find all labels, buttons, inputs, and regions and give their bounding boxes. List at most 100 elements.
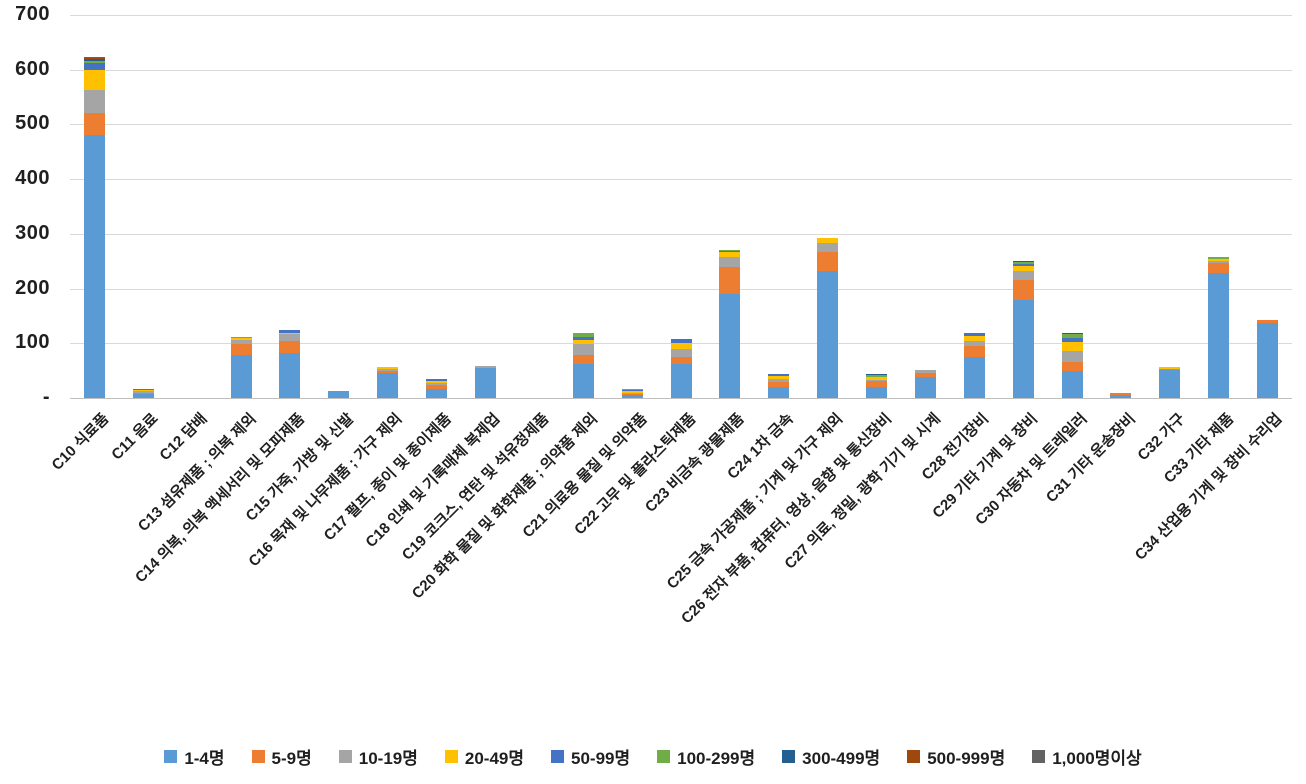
bar-segment-20-49명 — [83, 69, 105, 90]
bar-c28 — [963, 333, 985, 398]
bar-segment-10-19명 — [83, 89, 105, 113]
bar-segment-5-9명 — [866, 381, 888, 387]
bar-segment-5-9명 — [279, 340, 301, 354]
bar-segment-10-19명 — [768, 379, 790, 382]
bar-segment-1-4명 — [132, 393, 154, 398]
bar-c25 — [817, 238, 839, 398]
bar-segment-1-4명 — [768, 386, 790, 398]
y-axis-tick-label: - — [42, 386, 50, 409]
legend-item-100-299명: 100-299명 — [657, 744, 755, 769]
bar-segment-20-49명 — [1061, 341, 1083, 351]
legend-label: 100-299명 — [677, 749, 756, 768]
bar-segment-20-49명 — [1012, 265, 1034, 272]
bar-segment-1-4명 — [572, 363, 594, 398]
bar-segment-100-299명 — [866, 375, 888, 377]
bar-segment-1-4명 — [377, 373, 399, 398]
bar-segment-20-49명 — [1159, 367, 1181, 370]
legend-swatch-icon — [551, 750, 564, 763]
bar-segment-10-19명 — [1061, 350, 1083, 362]
y-axis-tick-label: 100 — [15, 331, 50, 354]
bar-segment-1-4명 — [1208, 272, 1230, 398]
legend-label: 300-499명 — [802, 749, 881, 768]
bar-segment-20-49명 — [670, 342, 692, 349]
bar-segment-50-99명 — [670, 339, 692, 343]
bar-segment-10-19명 — [474, 366, 496, 368]
gridline — [70, 288, 1292, 290]
bar-c15 — [328, 391, 350, 398]
bar-c10 — [83, 57, 105, 398]
bar-segment-10-19명 — [963, 341, 985, 347]
bar-segment-1-4명 — [426, 389, 448, 398]
bar-segment-20-49명 — [572, 340, 594, 345]
bar-segment-1-4명 — [670, 363, 692, 398]
legend-item-500-999명: 500-999명 — [907, 744, 1005, 769]
bar-c29 — [1012, 261, 1034, 398]
bar-c24 — [768, 374, 790, 398]
bar-segment-1-4명 — [817, 271, 839, 398]
bar-segment-10-19명 — [1208, 260, 1230, 264]
bar-segment-20-49명 — [866, 376, 888, 380]
bar-segment-5-9명 — [817, 251, 839, 272]
bar-segment-20-49명 — [279, 332, 301, 334]
x-axis-line — [70, 398, 1292, 399]
bar-segment-5-9명 — [719, 267, 741, 295]
bar-segment-300-499명 — [83, 59, 105, 61]
legend-swatch-icon — [444, 750, 458, 763]
bar-segment-5-9명 — [132, 392, 154, 394]
gridline — [70, 233, 1292, 235]
bar-segment-10-19명 — [1012, 271, 1034, 281]
x-axis-category-label: C11 음료 — [108, 410, 162, 464]
bar-segment-500-999명 — [83, 58, 105, 60]
bar-segment-300-499명 — [866, 374, 888, 376]
bar-c33 — [1208, 257, 1230, 398]
bar-c14 — [279, 330, 301, 398]
y-axis-tick-label: 300 — [15, 221, 50, 244]
legend-item-300-499명: 300-499명 — [782, 744, 880, 769]
legend-item-1-4명: 1-4명 — [164, 744, 225, 769]
bar-segment-10-19명 — [914, 369, 936, 373]
legend-swatch-icon — [782, 750, 796, 763]
bar-c16 — [377, 366, 399, 398]
gridline — [70, 69, 1292, 71]
bar-c22 — [670, 339, 692, 398]
legend-swatch-icon — [338, 750, 352, 763]
bar-segment-10-19명 — [230, 340, 252, 345]
bar-segment-50-99명 — [230, 337, 252, 339]
legend-label: 1-4명 — [184, 749, 225, 768]
legend-item-50-99명: 50-99명 — [551, 744, 630, 769]
bar-segment-10-19명 — [132, 391, 154, 393]
bar-segment-50-99명 — [963, 333, 985, 337]
bar-segment-1-4명 — [230, 355, 252, 398]
y-axis-tick-label: 600 — [15, 57, 50, 80]
bar-segment-1-4명 — [914, 376, 936, 398]
bar-segment-5-9명 — [83, 112, 105, 136]
bar-segment-1-4명 — [866, 386, 888, 398]
bar-segment-5-9명 — [1257, 320, 1279, 323]
bar-segment-100-299명 — [1208, 257, 1230, 259]
bar-c17 — [426, 379, 448, 398]
bar-segment-20-49명 — [621, 391, 643, 394]
bar-segment-20-49명 — [719, 251, 741, 257]
bar-segment-1-4명 — [1110, 394, 1132, 398]
bar-segment-20-49명 — [230, 338, 252, 341]
bar-segment-1-4명 — [1257, 322, 1279, 398]
bar-segment-300-499명 — [1012, 261, 1034, 263]
bar-segment-10-19명 — [279, 334, 301, 341]
bar-c20 — [572, 333, 594, 398]
bar-segment-10-19명 — [719, 256, 741, 268]
bar-segment-20-49명 — [817, 238, 839, 243]
y-axis-tick-label: 200 — [15, 276, 50, 299]
bar-c31 — [1110, 393, 1132, 398]
bar-segment-1-4명 — [279, 353, 301, 398]
bar-segment-20-49명 — [377, 366, 399, 370]
legend-label: 5-9명 — [271, 749, 312, 768]
bar-segment-5-9명 — [1012, 280, 1034, 301]
bar-segment-20-49명 — [1208, 258, 1230, 261]
bar-c21 — [621, 389, 643, 398]
legend-item-10-19명: 10-19명 — [338, 744, 418, 769]
bar-segment-20-49명 — [132, 389, 154, 392]
bar-segment-1-4명 — [963, 356, 985, 398]
bar-segment-10-19명 — [621, 393, 643, 395]
bar-segment-5-9명 — [230, 344, 252, 356]
